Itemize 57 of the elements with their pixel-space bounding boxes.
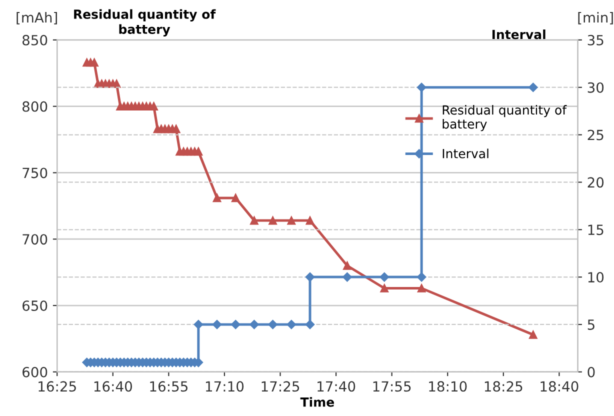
text: [min]: [578, 12, 613, 24]
point: [343, 262, 352, 270]
y-tick-label: 700: [22, 234, 48, 245]
y2-tick-label: 10: [588, 272, 604, 283]
y2-tick-label: 20: [588, 177, 604, 188]
x-tick-label: 18:25: [484, 381, 522, 392]
point: [342, 272, 352, 282]
y2-axis-title: Interval: [492, 30, 546, 40]
point: [416, 82, 426, 92]
point: [528, 330, 538, 339]
x-tick-label: 17:55: [373, 381, 411, 392]
x-tick-label: 17:10: [206, 381, 244, 392]
point: [286, 320, 296, 330]
point: [417, 284, 426, 292]
y2-tick-label: 0: [588, 366, 595, 378]
point: [250, 216, 258, 225]
y-tick-label: 800: [22, 101, 48, 112]
point: [194, 320, 204, 330]
y2-tick-label: 30: [588, 82, 604, 93]
point: [287, 216, 296, 225]
point: [212, 320, 222, 330]
y-tick-label: 600: [22, 366, 48, 378]
point: [90, 58, 98, 67]
x-tick-label: 17:25: [262, 381, 300, 392]
point: [231, 194, 240, 202]
point: [528, 82, 538, 92]
y-tick-label: 650: [22, 300, 48, 311]
text: [mAh]: [16, 12, 57, 24]
point: [305, 272, 315, 282]
point: [212, 194, 222, 202]
legend-label: Residual quantity of battery: [442, 105, 567, 132]
legend-label: Interval: [442, 148, 488, 158]
point: [172, 124, 180, 134]
x-tick-label: 16:40: [94, 381, 132, 392]
y-tick-label: 850: [22, 34, 48, 46]
y-tick-label: 750: [22, 168, 48, 178]
x-tick-label: 16:55: [150, 381, 188, 392]
x-tick-label: 16:25: [38, 381, 76, 392]
point: [268, 216, 277, 225]
y-axis-title: Residual quantity of battery: [74, 9, 216, 36]
point: [194, 147, 203, 156]
point: [416, 272, 426, 282]
x-axis-title: Time: [300, 397, 334, 407]
point: [230, 320, 240, 330]
point: [250, 320, 259, 330]
point: [380, 272, 389, 282]
y2-tick-label: 35: [588, 34, 604, 46]
x-tick-label: 18:10: [429, 381, 467, 392]
y2-tick-label: 25: [588, 130, 604, 140]
x-tick-label: 18:40: [540, 381, 578, 392]
y2-tick-label: 15: [588, 224, 604, 236]
point: [305, 320, 315, 330]
point: [380, 284, 389, 292]
y2-tick-label: 5: [588, 320, 594, 330]
point: [268, 320, 278, 330]
point: [306, 216, 314, 225]
x-tick-label: 17:40: [318, 381, 356, 392]
